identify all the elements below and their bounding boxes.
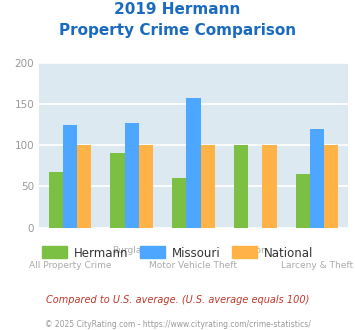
Bar [63,124,77,228]
Bar [262,145,277,228]
Text: All Property Crime: All Property Crime [29,261,111,270]
Text: Compared to U.S. average. (U.S. average equals 100): Compared to U.S. average. (U.S. average … [46,295,309,305]
Text: Larceny & Theft: Larceny & Theft [281,261,353,270]
Text: Arson: Arson [242,246,268,255]
Text: Motor Vehicle Theft: Motor Vehicle Theft [149,261,237,270]
Bar [110,153,125,228]
Bar [324,145,338,228]
Bar [77,145,91,228]
Bar [234,145,248,228]
Bar [296,174,310,228]
Bar [201,145,215,228]
Text: Property Crime Comparison: Property Crime Comparison [59,23,296,38]
Text: Burglary: Burglary [113,246,151,255]
Text: © 2025 CityRating.com - https://www.cityrating.com/crime-statistics/: © 2025 CityRating.com - https://www.city… [45,320,310,329]
Bar [186,98,201,228]
Bar [310,129,324,228]
Bar [49,172,63,228]
Text: 2019 Hermann: 2019 Hermann [114,2,241,16]
Bar [139,145,153,228]
Bar [172,178,186,228]
Legend: Hermann, Missouri, National: Hermann, Missouri, National [37,240,318,265]
Bar [125,123,139,228]
